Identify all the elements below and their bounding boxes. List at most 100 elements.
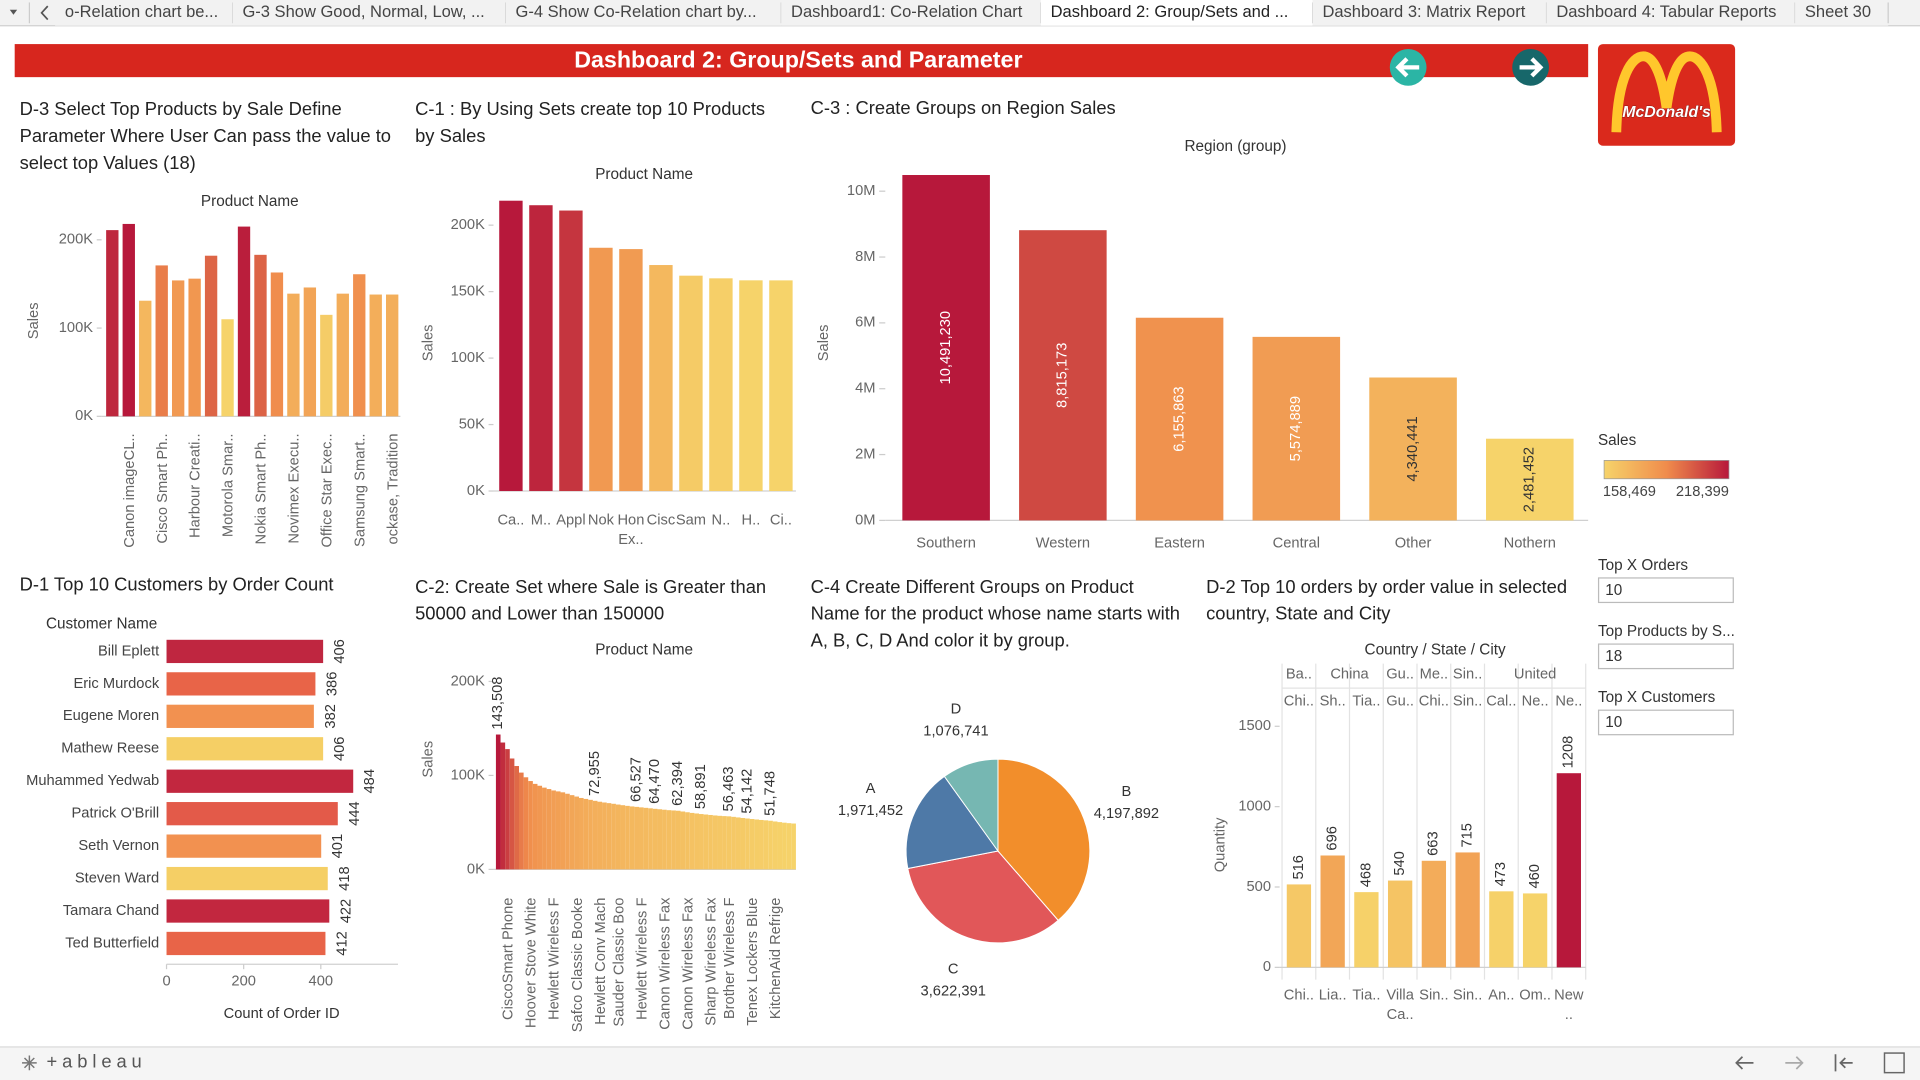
bar xyxy=(555,791,561,870)
bar xyxy=(680,811,686,870)
nav-back-button[interactable] xyxy=(1389,48,1427,86)
tab[interactable]: Sheet 30 xyxy=(1795,0,1889,26)
bar xyxy=(726,816,732,870)
state-label: Chi.. xyxy=(1284,694,1314,710)
y-tick-label: 100K xyxy=(451,767,486,783)
bar xyxy=(777,822,783,870)
tab-background xyxy=(55,0,233,26)
state-label: Gu.. xyxy=(1386,694,1414,710)
parameter-input-box xyxy=(1597,643,1734,670)
x-tick-label: Eastern xyxy=(1154,536,1205,552)
pie-slice xyxy=(997,758,1091,922)
parameter-value: 18 xyxy=(1605,648,1622,665)
x-axis-label: Count of Order ID xyxy=(224,1006,340,1022)
data-label: 54,142 xyxy=(739,769,755,814)
bar xyxy=(559,210,583,492)
chart-title: C-4 Create Different Groups on Product Na… xyxy=(811,576,1180,651)
y-tick-label: 0 xyxy=(1263,959,1271,975)
revert-button[interactable] xyxy=(1834,1054,1853,1072)
bar xyxy=(166,737,324,761)
tab[interactable]: G-3 Show Good, Normal, Low, ... xyxy=(232,0,507,26)
y-tick-label: Seth Vernon xyxy=(78,838,159,854)
tab-scroll-left[interactable] xyxy=(40,5,49,21)
y-tick-label: Muhammed Yedwab xyxy=(26,773,159,789)
x-tick-label: Novimex Execu.. xyxy=(287,433,303,543)
x-tick-label: Tia.. xyxy=(1352,987,1380,1003)
parameter-input[interactable]: 10 xyxy=(1597,709,1734,736)
bar xyxy=(652,808,658,870)
bar xyxy=(634,806,639,870)
nav-forward-button[interactable] xyxy=(1512,48,1549,86)
bar xyxy=(106,230,119,417)
tab[interactable]: G-4 Show Co-Relation chart by... xyxy=(505,0,782,26)
y-tick-label: 0K xyxy=(467,861,485,877)
dashboard-title: Dashboard 2: Group/Sets and Parameter xyxy=(574,46,1022,72)
parameter-input[interactable]: 18 xyxy=(1597,643,1734,670)
y-tick-label: 200K xyxy=(59,232,94,248)
bar xyxy=(629,806,635,870)
bar xyxy=(523,777,529,870)
y-tick-label: 0K xyxy=(467,483,485,499)
state-label: Sin.. xyxy=(1453,694,1482,710)
tab-label: G-3 Show Good, Normal, Low, ... xyxy=(242,2,484,21)
bar xyxy=(1455,852,1480,968)
state-label: Tia.. xyxy=(1352,694,1380,710)
bar xyxy=(386,294,399,417)
bar xyxy=(1354,892,1379,968)
bar xyxy=(588,799,593,870)
y-tick-label: Mathew Reese xyxy=(61,741,159,757)
data-label: 1,076,741 xyxy=(923,723,988,739)
bar xyxy=(287,293,300,417)
tab[interactable]: Dashboard 3: Matrix Report xyxy=(1312,0,1548,26)
data-label: 5,574,889 xyxy=(1288,396,1304,461)
y-tick-label: Eric Murdock xyxy=(73,676,159,692)
parameter-input[interactable]: 10 xyxy=(1597,577,1734,604)
bar xyxy=(619,249,643,492)
bar xyxy=(786,823,792,870)
y-tick-label: Bill Eplett xyxy=(98,643,159,659)
data-label: 51,748 xyxy=(762,771,778,816)
state-label: Sh.. xyxy=(1320,694,1346,710)
chart-header: Country / State / City xyxy=(1365,641,1506,658)
parameter-input-box xyxy=(1597,709,1734,736)
x-tick-label: Canon Wireless Fax xyxy=(681,897,697,1030)
redo-button[interactable] xyxy=(1785,1056,1804,1070)
y-axis-label: Sales xyxy=(26,302,42,339)
data-label: 406 xyxy=(332,737,348,762)
tab[interactable]: Dashboard 2: Group/Sets and ... xyxy=(1040,0,1314,26)
undo-button[interactable] xyxy=(1735,1056,1754,1070)
bar xyxy=(589,247,613,492)
tab[interactable]: Dashboard1: Co-Relation Chart xyxy=(781,0,1042,26)
pie-slice xyxy=(943,758,999,853)
y-tick-label: 1000 xyxy=(1238,799,1271,815)
data-label: 386 xyxy=(324,672,340,697)
y-tick-label: Ted Butterfield xyxy=(65,935,159,951)
bar xyxy=(731,816,736,870)
bar xyxy=(237,226,251,417)
bar xyxy=(514,766,519,870)
bar xyxy=(708,814,713,870)
tab[interactable]: o-Relation chart be... xyxy=(55,0,234,26)
bar xyxy=(769,280,793,492)
data-label: 696 xyxy=(1325,826,1341,851)
y-tick-label: 100K xyxy=(59,320,94,336)
fullscreen-button[interactable] xyxy=(1883,1052,1905,1074)
tab-background xyxy=(781,0,1041,26)
tab[interactable]: Dashboard 4: Tabular Reports xyxy=(1546,0,1796,26)
y-tick-label: 200K xyxy=(451,217,486,233)
data-label: 412 xyxy=(334,931,350,956)
tab-menu-button[interactable] xyxy=(9,9,18,15)
bar xyxy=(772,821,778,870)
data-label: 2,481,452 xyxy=(1522,447,1538,512)
bar xyxy=(518,772,524,870)
bar xyxy=(166,931,326,956)
x-tick-label: Canon imageCL.. xyxy=(122,433,138,547)
logo-arches xyxy=(1611,51,1722,133)
bar xyxy=(735,817,741,870)
bar xyxy=(782,822,787,870)
state-label: Ne.. xyxy=(1522,694,1549,710)
bar xyxy=(1286,884,1312,968)
x-tick-label: M.. xyxy=(531,512,551,528)
chart-title: C-3 : Create Groups on Region Sales xyxy=(811,97,1116,118)
